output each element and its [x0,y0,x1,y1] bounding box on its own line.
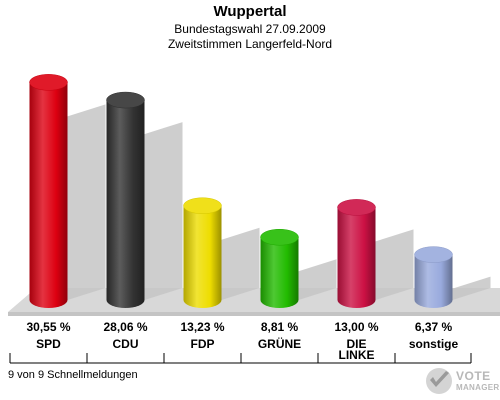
chart-title: Wuppertal [213,3,287,20]
bar-cap-3 [260,228,299,246]
reporting-status: 9 von 9 Schnellmeldungen [8,369,138,381]
category-label-4-line-0: DIE [346,337,366,351]
value-label-2: 13,23 % [180,320,224,334]
category-label-2: FDP [191,337,215,351]
bar-3 [260,228,299,308]
value-label-4: 13,00 % [334,320,378,334]
bar-cap-4 [337,199,376,216]
bar-cap-5 [414,246,453,263]
bar-body-3 [260,237,299,308]
bar-shadow-3 [298,259,337,300]
value-label-5: 6,37 % [415,320,453,334]
value-label-3: 8,81 % [261,320,299,334]
category-label-3: GRÜNE [258,336,301,351]
bar-cap-0 [29,74,68,91]
value-label-1: 28,06 % [103,320,147,334]
brand-name-line2: MANAGER [456,383,500,392]
brand-name-line1: VOTE [456,369,491,383]
bar-cap-2 [183,197,222,214]
category-label-5: sonstige [409,337,459,351]
bar-body-0 [29,82,68,308]
vote-manager-logo: VOTE MANAGER [424,364,500,400]
bar-body-2 [183,205,222,308]
bar-body-5 [414,254,453,308]
chart-floor-edge [8,312,500,316]
value-labels: 30,55 % 28,06 % 13,23 % 8,81 % 13,00 % 6,37 % [26,320,452,334]
category-label-1: CDU [113,337,139,351]
bar-shadow-2 [221,227,260,300]
category-label-4-line-1: LINKE [339,348,375,362]
bar-shadow-5 [452,276,491,300]
bar-5 [414,246,453,308]
bar-shadow-1 [144,122,183,300]
category-axis [9,353,472,364]
chart-subtitle-district: Zweitstimmen Langerfeld-Nord [167,37,333,51]
bar-shadow-0 [67,104,106,300]
bar-cap-1 [106,91,145,109]
bar-0 [29,74,68,308]
bar-2 [183,197,222,308]
bar-1 [106,91,145,308]
category-label-0: SPD [36,337,61,351]
value-label-0: 30,55 % [26,320,70,334]
bars [29,74,453,308]
bar-shadows [67,104,491,300]
vote-manager-logo-icon [426,368,452,394]
bar-4 [337,199,376,308]
bar-shadow-4 [375,229,414,300]
bar-body-4 [337,207,376,308]
bar-body-1 [106,100,145,308]
chart-subtitle-election: Bundestagswahl 27.09.2009 [174,22,326,36]
